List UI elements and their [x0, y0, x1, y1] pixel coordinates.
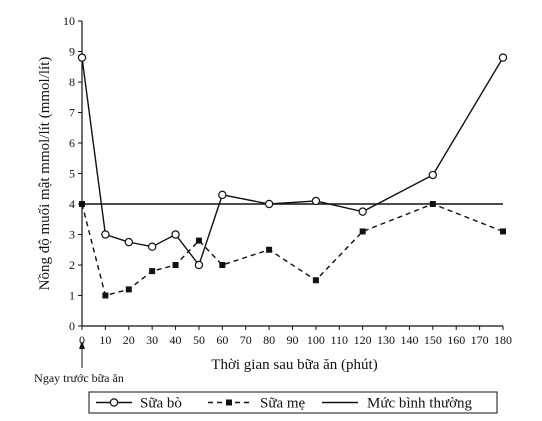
y-tick-label: 7 — [69, 106, 75, 120]
y-tick-label: 6 — [69, 136, 75, 150]
y-tick-label: 5 — [69, 167, 75, 181]
legend-box — [88, 391, 498, 414]
y-tick-label: 4 — [69, 197, 75, 211]
series-line-2 — [81, 203, 504, 297]
x-tick-label: 100 — [307, 333, 325, 347]
legend-label-3: Mức bình thường — [367, 396, 473, 412]
x-tick-label: 50 — [193, 333, 205, 347]
x-tick-label: 0 — [79, 333, 85, 347]
series-1-point — [124, 237, 133, 247]
x-tick-label: 170 — [471, 333, 489, 347]
x-tick-label: 80 — [263, 333, 275, 347]
x-tick-label: 130 — [377, 333, 395, 347]
annotation-before-meal: Ngay trước bữa ăn — [34, 341, 124, 385]
series-1-point — [77, 53, 87, 62]
y-tick-label: 10 — [63, 14, 75, 28]
annotation-label: Ngay trước bữa ăn — [34, 371, 124, 385]
x-tick-label: 110 — [330, 333, 348, 347]
x-tick-label: 70 — [240, 333, 252, 347]
series-1-point — [218, 190, 227, 200]
legend: Sữa bò Sữa mẹ Mức bình thường — [88, 391, 498, 414]
series-1-point — [358, 207, 367, 216]
x-tick-label: 140 — [400, 333, 418, 347]
y-tick-label: 9 — [69, 45, 75, 59]
series-1-point — [147, 242, 157, 251]
series-1-point — [264, 199, 274, 209]
legend-marker-2 — [226, 399, 232, 406]
series-1-point — [171, 230, 180, 239]
series-2-point — [102, 292, 109, 299]
x-tick-label: 40 — [170, 333, 182, 347]
x-tick-label: 160 — [447, 333, 465, 347]
x-tick-label: 180 — [494, 333, 512, 347]
y-tick-label: 0 — [69, 319, 75, 333]
annotation-arrow-head — [79, 341, 85, 349]
series-2-point — [359, 228, 366, 235]
series-2-point — [149, 268, 156, 275]
x-tick-label: 60 — [216, 333, 228, 347]
series-2-point — [500, 228, 506, 235]
series-2-point — [266, 246, 273, 253]
y-tick-label: 1 — [69, 289, 75, 303]
series-1-point — [428, 170, 438, 180]
series-2-point — [219, 262, 226, 268]
series-2-point — [195, 237, 202, 244]
x-tick-label: 150 — [424, 333, 442, 347]
y-axis-title: Nồng độ muối mật mmol/lít (mmol/lít) — [37, 57, 53, 291]
series-2-point — [312, 277, 319, 284]
series-2-point — [172, 262, 179, 268]
x-tick-label: 30 — [146, 333, 158, 347]
y-tick-label: 2 — [69, 258, 75, 272]
x-tick-label: 10 — [99, 333, 111, 347]
legend-label-1: Sữa bò — [140, 396, 182, 412]
series-2-point — [125, 286, 132, 293]
x-tick-label: 90 — [287, 333, 299, 347]
series-2-point — [429, 201, 436, 207]
series-1-point — [498, 53, 508, 62]
series-line-1 — [81, 57, 504, 267]
legend-label-2: Sữa mẹ — [260, 396, 306, 412]
x-axis-title: Thời gian sau bữa ăn (phút) — [211, 357, 377, 373]
y-tick-label: 3 — [69, 228, 75, 242]
series-1-point — [311, 196, 321, 206]
x-tick-label: 120 — [354, 333, 372, 347]
x-tick-label: 20 — [123, 333, 135, 347]
series-2-point — [79, 201, 85, 207]
series-1-point — [194, 260, 204, 270]
series-1-point — [101, 230, 110, 239]
series-layer — [77, 53, 508, 299]
legend-marker-1 — [109, 398, 119, 407]
y-tick-label: 8 — [69, 75, 75, 89]
